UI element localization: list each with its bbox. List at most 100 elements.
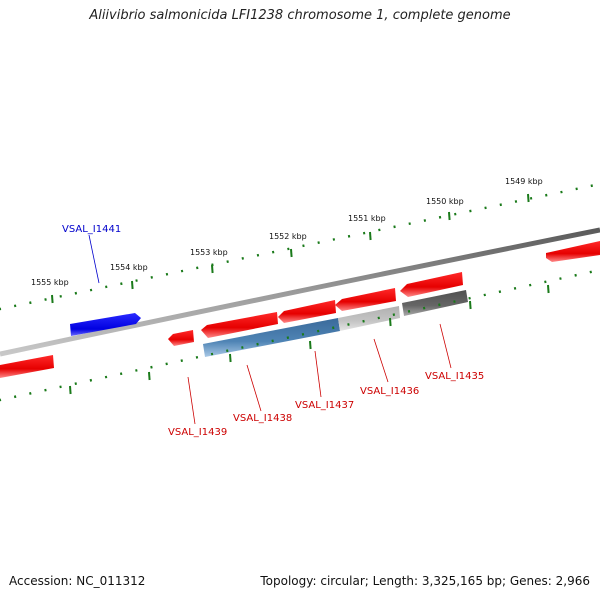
inner-scale-minor-tick <box>453 300 456 303</box>
outer-scale-minor-tick <box>514 200 518 203</box>
tick-label-1554: 1554 kbp <box>110 263 148 272</box>
outer-scale-major-tick <box>290 248 293 258</box>
outer-scale-minor-tick <box>226 260 229 264</box>
inner-scale-major-tick <box>469 300 472 310</box>
outer-scale-minor-tick <box>302 244 305 248</box>
outer-scale-minor-tick <box>332 238 336 241</box>
tick-label-1549: 1549 kbp <box>505 177 543 186</box>
inner-scale-minor-tick <box>135 369 138 372</box>
gene-label-VSAL_I1437: VSAL_I1437 <box>295 400 354 411</box>
feature-bar-light-grey[interactable] <box>338 306 400 331</box>
outer-scale-minor-tick <box>590 184 593 188</box>
inner-scale-minor-tick <box>13 395 17 399</box>
inner-scale-minor-tick <box>559 277 562 280</box>
outer-scale-minor-tick <box>150 275 153 279</box>
gene-VSAL_I1441[interactable] <box>70 313 141 336</box>
gene-VSAL_I1435[interactable] <box>400 272 463 297</box>
outer-scale-minor-tick <box>13 304 17 308</box>
outer-scale-minor-tick <box>545 193 548 197</box>
inner-scale-major-tick <box>229 353 232 363</box>
outer-scale-ticks <box>51 193 530 304</box>
inner-scale-minor-tick <box>74 382 77 386</box>
inner-scale-minor-tick <box>498 290 502 294</box>
leader-line-VSAL_I1439 <box>187 376 196 425</box>
outer-scale-minor-tick <box>89 288 93 292</box>
outer-scale-minor-tick <box>438 215 442 219</box>
inner-scale-minor-tick <box>241 346 244 349</box>
outer-scale-minor-tick <box>74 291 78 295</box>
inner-scale-minor-tick <box>256 342 259 346</box>
inner-scale-minor-tick <box>362 319 365 323</box>
leader-line-VSAL_I1436 <box>373 338 389 383</box>
outer-scale-minor-tick <box>560 190 563 194</box>
genome-summary-text: Topology: circular; Length: 3,325,165 bp… <box>260 574 590 588</box>
outer-scale-minor-tick <box>165 272 169 276</box>
outer-scale-minor-tick <box>499 203 502 207</box>
tick-label-1550: 1550 kbp <box>426 197 464 206</box>
inner-scale-minor-tick <box>332 326 335 330</box>
inner-scale-minor-tick <box>392 313 396 317</box>
outer-scale-major-tick <box>448 211 451 221</box>
tick-label-1553: 1553 kbp <box>190 248 228 257</box>
inner-scale-minor-tick <box>210 352 214 356</box>
inner-scale-minor-tick <box>316 329 320 333</box>
inner-scale-minor-tick <box>195 355 199 359</box>
inner-scale-minor-tick <box>513 286 517 290</box>
inner-scale-major-tick <box>309 340 312 350</box>
inner-scale-minor-tick <box>422 306 426 310</box>
outer-scale-minor-tick <box>105 285 108 289</box>
inner-scale-minor-tick <box>104 375 108 379</box>
leader-line-VSAL_I1441 <box>88 234 100 284</box>
outer-scale-major-tick <box>51 294 54 304</box>
inner-scale-minor-tick <box>180 359 183 363</box>
outer-scale-minor-tick <box>317 241 320 245</box>
inner-scale-minor-tick <box>483 293 486 297</box>
outer-scale-minor-tick <box>120 282 123 286</box>
inner-scale-minor-tick <box>119 372 123 376</box>
inner-scale-minor-tick <box>438 303 441 307</box>
leader-line-VSAL_I1437 <box>314 350 322 398</box>
outer-scale-minor-tick <box>454 212 457 216</box>
gene-label-VSAL_I1435: VSAL_I1435 <box>425 371 484 382</box>
inner-scale-minor-tick <box>286 336 290 340</box>
outer-scale-minor-tick <box>423 219 427 222</box>
inner-scale-minor-tick <box>544 280 547 284</box>
inner-scale-minor-tick <box>347 323 350 326</box>
inner-scale-minor-tick <box>377 316 380 320</box>
feature-bar-blue[interactable] <box>203 318 340 357</box>
gene-VSAL_I1439[interactable] <box>168 330 194 346</box>
outer-scale-minor-tick <box>271 250 275 254</box>
inner-scale-major-tick <box>389 317 392 327</box>
inner-scale-ticks <box>69 284 550 395</box>
tick-label-1555: 1555 kbp <box>31 278 69 287</box>
gene-VSAL_I1438[interactable] <box>201 312 278 338</box>
inner-scale-minor-tick <box>407 309 411 313</box>
feature-bar-dark-grey[interactable] <box>402 290 468 316</box>
outer-scale-minor-tick <box>196 266 199 270</box>
tick-label-1552: 1552 kbp <box>269 232 307 241</box>
leader-line-VSAL_I1438 <box>246 364 262 412</box>
gene-left-edge[interactable] <box>0 355 54 378</box>
outer-scale-minor-tick <box>575 187 578 191</box>
outer-scale-minor-tick <box>180 269 184 273</box>
inner-scale-minor-tick <box>44 388 47 392</box>
inner-scale-line <box>0 270 592 402</box>
inner-scale-minor-tick <box>574 273 577 277</box>
outer-scale-major-tick <box>211 264 214 274</box>
outer-scale-minor-tick <box>135 279 138 282</box>
chromosome-backbone <box>0 227 600 357</box>
gene-forward-right[interactable] <box>546 241 600 262</box>
gene-label-VSAL_I1439: VSAL_I1439 <box>168 427 227 438</box>
gene-label-VSAL_I1438: VSAL_I1438 <box>233 413 292 424</box>
inner-scale-minor-tick <box>29 392 32 395</box>
outer-scale-minor-tick <box>44 298 47 301</box>
outer-scale-minor-tick <box>29 301 32 305</box>
outer-scale-minor-tick <box>484 206 487 210</box>
outer-scale-major-tick <box>369 231 372 241</box>
outer-scale-minor-tick <box>241 256 244 260</box>
inner-scale-minor-tick <box>59 385 62 389</box>
gene-VSAL_I1437[interactable] <box>278 300 336 323</box>
outer-scale-minor-tick <box>393 225 396 229</box>
gene-VSAL_I1436[interactable] <box>335 288 396 311</box>
inner-scale-minor-tick <box>165 362 168 366</box>
